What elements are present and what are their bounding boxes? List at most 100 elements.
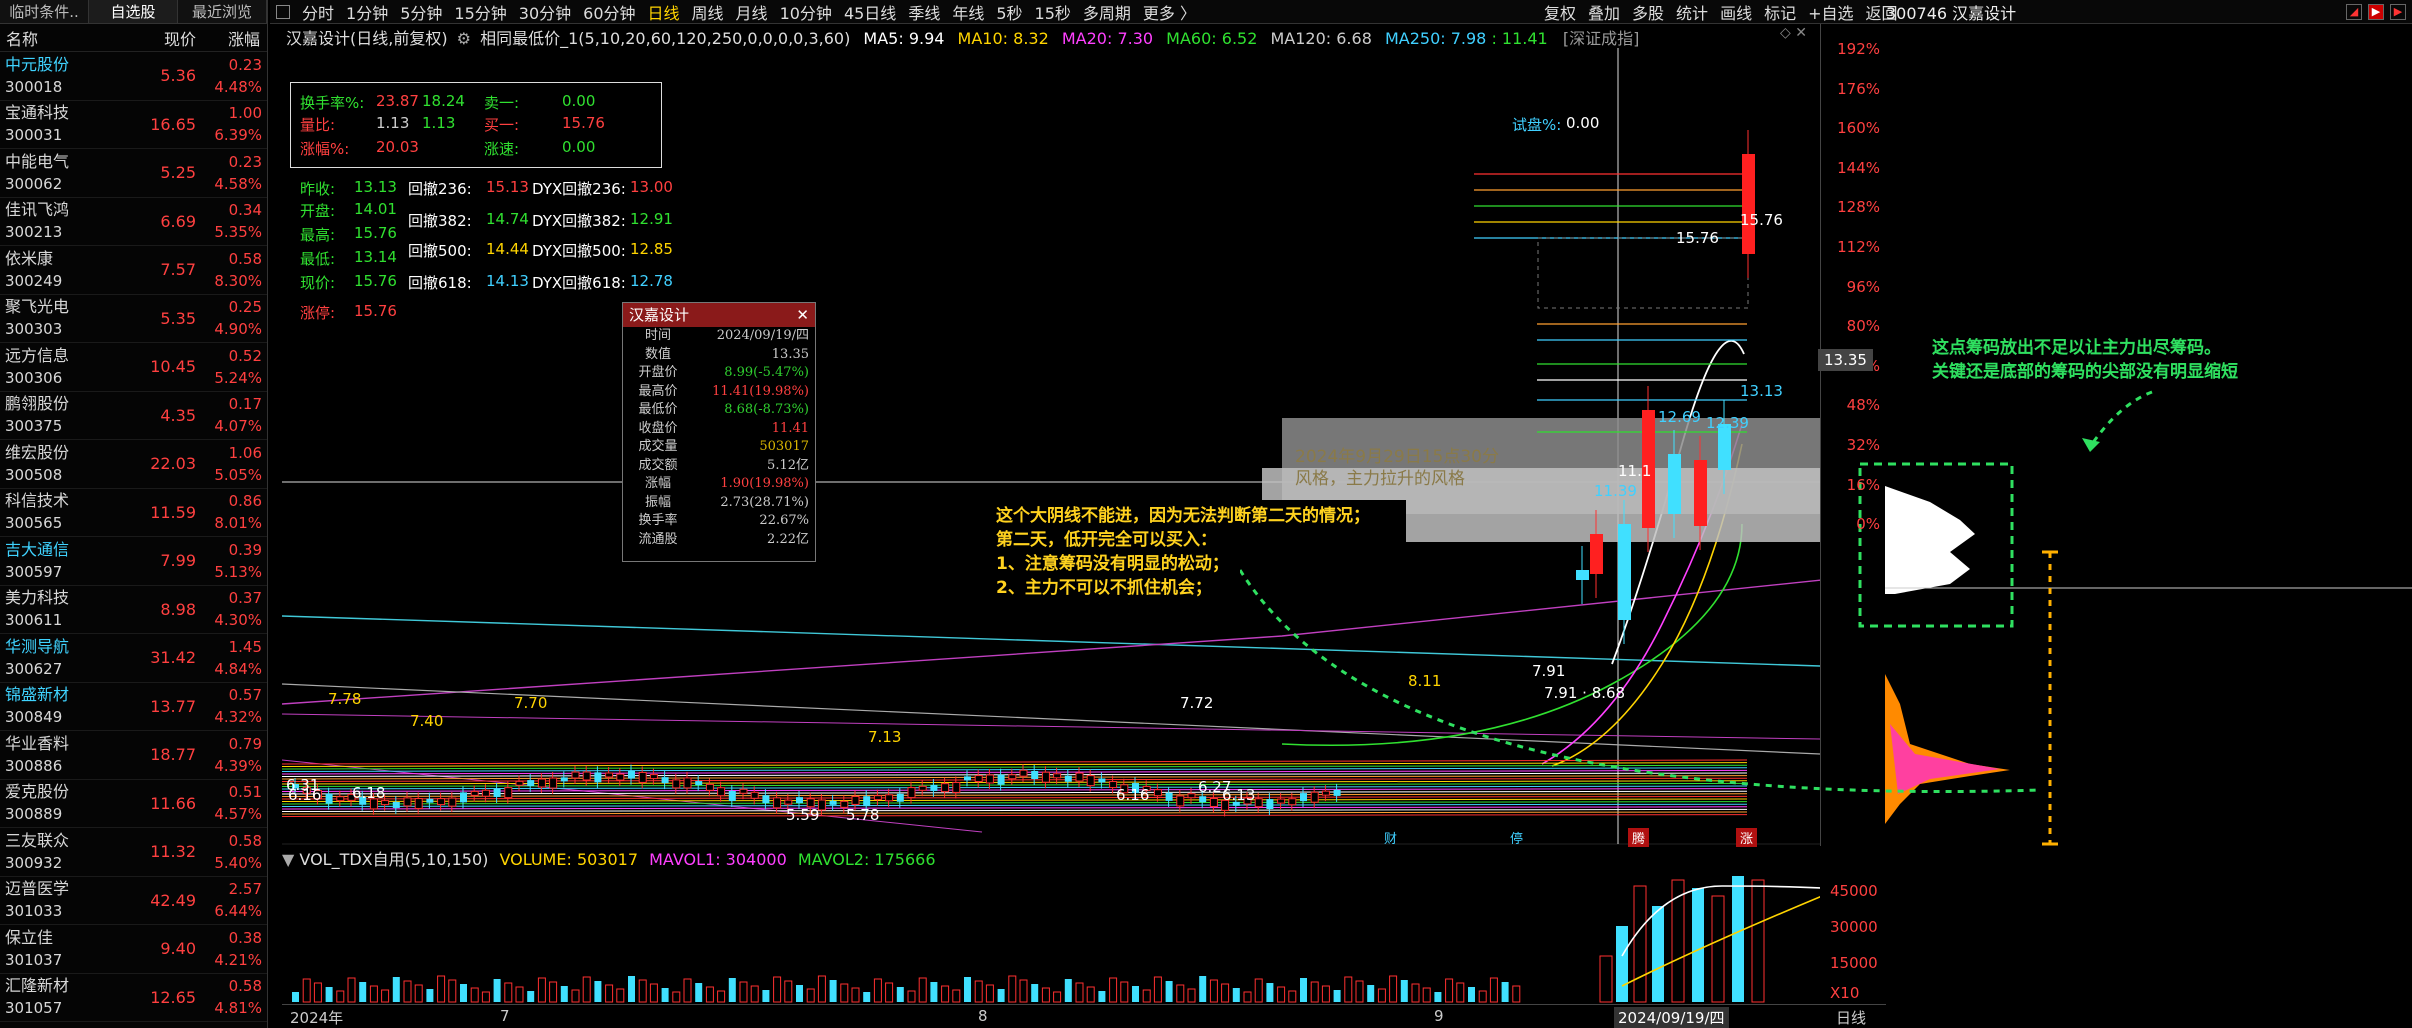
period-tab[interactable]: 45日线 — [843, 3, 897, 23]
toolbar-button[interactable]: 标记 — [1764, 3, 1797, 23]
tab-temp-condition[interactable]: 临时条件.. — [0, 0, 89, 23]
period-tab[interactable]: 分时 — [302, 3, 335, 23]
stock-row[interactable]: 宝通科技 300031 16.65 1.00 6.39% — [0, 101, 267, 149]
toolbar-button[interactable]: 多股 — [1632, 3, 1665, 23]
stock-row[interactable]: 三友联众 300932 11.32 0.58 5.40% — [0, 828, 267, 877]
gear-icon[interactable]: ⚙ — [456, 29, 472, 48]
pct-tick: 48% — [1846, 396, 1880, 415]
candle-body — [325, 793, 333, 804]
candle-body — [437, 798, 446, 806]
period-tab[interactable]: 30分钟 — [518, 3, 572, 23]
toolbar-button[interactable]: +自选 — [1808, 3, 1854, 23]
candle-body — [1109, 781, 1118, 789]
stock-row[interactable]: 科信技术 300565 11.59 0.86 8.01% — [0, 489, 267, 537]
toolbar-button[interactable]: 画线 — [1720, 3, 1753, 23]
exchange-label[interactable]: [深证成指] — [1562, 29, 1640, 48]
period-tab[interactable]: 60分钟 — [583, 3, 636, 23]
period-tab[interactable]: 周线 — [691, 3, 724, 23]
period-tab[interactable]: 15分钟 — [454, 3, 507, 23]
period-tab[interactable]: 5秒 — [996, 3, 1023, 23]
volume-bar — [964, 977, 971, 1002]
support-line — [282, 793, 1748, 797]
annotation-line-3: 1、注意筹码没有明显的松动； — [996, 554, 1229, 574]
stock-price: 12.65 — [150, 987, 196, 1007]
limit-value: 15.76 — [354, 302, 397, 320]
stock-row[interactable]: 保立佳 301037 9.40 0.38 4.21% — [0, 925, 267, 974]
stock-code: 300565 — [5, 514, 63, 533]
column-pct[interactable]: 涨幅 — [227, 29, 260, 49]
volume-bar — [1389, 975, 1398, 1003]
stock-row[interactable]: 美力科技 300611 8.98 0.37 4.30% — [0, 586, 267, 634]
candle-body — [302, 786, 311, 794]
stock-row[interactable]: 远方信息 300306 10.45 0.52 5.24% — [0, 343, 267, 392]
indicator-name[interactable]: 相同最低价_1(5,10,20,60,120,250,0,0,0,0,3,60) — [480, 29, 851, 48]
period-tab[interactable]: 更多 〉 — [1142, 3, 1197, 23]
stock-change-cell: 0.17 4.07% — [196, 393, 262, 437]
flag-icon[interactable]: ▶ — [2368, 3, 2384, 20]
period-tab[interactable]: 5分钟 — [400, 3, 443, 23]
candle-body — [1041, 771, 1050, 783]
pct-tick: 112% — [1837, 238, 1880, 256]
alert-icon[interactable]: ◢ — [2346, 3, 2362, 20]
popup-value: 2024/09/19/四 — [716, 328, 809, 343]
candle-body — [515, 780, 524, 786]
period-indicator[interactable]: 日线 — [1836, 1009, 1867, 1027]
volume-bar — [705, 986, 714, 1003]
chart-close-icon[interactable]: ◇ ✕ — [1780, 25, 1807, 41]
period-tab[interactable]: 日线 — [647, 3, 680, 23]
stock-row[interactable]: 佳讯飞鸿 300213 6.69 0.34 5.35% — [0, 198, 267, 246]
tab-favorites[interactable]: 自选股 — [89, 0, 178, 23]
stock-row[interactable]: 依米康 300249 7.57 0.58 8.30% — [0, 246, 267, 295]
stock-row[interactable]: 华业香料 300886 18.77 0.79 4.39% — [0, 731, 267, 780]
stock-change: 1.00 — [228, 104, 262, 123]
stock-row[interactable]: 中元股份 300018 5.36 0.23 4.48% — [0, 52, 267, 101]
volume-bar — [739, 981, 748, 1003]
expand-icon[interactable]: ▶ — [2390, 3, 2406, 20]
stock-list: 中元股份 300018 5.36 0.23 4.48% 宝通科技 300031 16.65 1.… — [0, 52, 267, 1022]
toolbar-button[interactable]: 返回 — [1865, 3, 1898, 23]
stock-row[interactable]: 爱克股份 300889 11.66 0.51 4.57% — [0, 780, 267, 828]
label-1141: 11.1 — [1618, 462, 1652, 480]
stock-row[interactable]: 汇隆新材 301057 12.65 0.58 4.81% — [0, 974, 267, 1022]
toolbar-button[interactable]: 统计 — [1676, 3, 1709, 23]
toolbar-button[interactable]: 叠加 — [1588, 3, 1621, 23]
stock-row[interactable]: 迈普医学 301033 42.49 2.57 6.44% — [0, 877, 267, 925]
period-tab[interactable]: 季线 — [908, 3, 941, 23]
stock-row[interactable]: 华测导航 300627 31.42 1.45 4.84% — [0, 634, 267, 683]
period-tab[interactable]: 月线 — [735, 3, 768, 23]
stock-row[interactable]: 聚飞光电 300303 5.35 0.25 4.90% — [0, 295, 267, 343]
tab-recent[interactable]: 最近浏览 — [178, 0, 267, 23]
annotation-side[interactable]: 这点筹码放出不足以让主力出尽筹码。 关键还是底部的筹码的尖部没有明显缩短 — [1932, 336, 2238, 384]
period-tab[interactable]: 10分钟 — [779, 3, 832, 23]
candle-body — [1176, 795, 1185, 807]
stock-row[interactable]: 鹏翎股份 300375 4.35 0.17 4.07% — [0, 392, 267, 440]
volume-collapse-icon[interactable]: ▼ — [282, 850, 295, 869]
popup-row: 涨幅 1.90(19.98%) — [623, 475, 815, 494]
stock-row[interactable]: 维宏股份 300508 22.03 1.06 5.05% — [0, 440, 267, 489]
volume-title[interactable]: VOL_TDX自用(5,10,150) — [299, 850, 489, 869]
layout-icon[interactable] — [276, 4, 290, 19]
stock-change: 0.58 — [228, 831, 262, 850]
stock-change: 1.45 — [228, 637, 262, 656]
candle-body — [1165, 792, 1173, 801]
annotation-main[interactable]: 这个大阴线不能进，因为无法判断第二天的情况； 第二天，低开完全可以买入： 1、注… — [990, 500, 1406, 606]
stock-price: 7.57 — [160, 260, 196, 280]
period-tab[interactable]: 多周期 — [1082, 3, 1131, 23]
label-618: 6.18 — [352, 784, 386, 802]
period-tab[interactable]: 1分钟 — [346, 3, 389, 23]
stock-row[interactable]: 锦盛新材 300849 13.77 0.57 4.32% — [0, 683, 267, 731]
kline-chart[interactable] — [282, 24, 1820, 846]
stock-price: 42.49 — [150, 890, 196, 910]
close-icon[interactable]: ✕ — [796, 306, 809, 324]
period-tab[interactable]: 年线 — [952, 3, 985, 23]
stock-row[interactable]: 中能电气 300062 5.25 0.23 4.58% — [0, 149, 267, 198]
column-price[interactable]: 现价 — [163, 29, 196, 49]
turnover-value-1: 23.87 — [376, 92, 419, 110]
period-tab[interactable]: 15秒 — [1034, 3, 1071, 23]
toolbar-button[interactable]: 复权 — [1544, 3, 1577, 23]
stock-pct: 8.01% — [214, 514, 262, 533]
stock-row[interactable]: 吉大通信 300597 7.99 0.39 5.13% — [0, 537, 267, 586]
popup-row: 收盘价 11.41 — [623, 420, 815, 439]
d500-label: DYX回撤500: — [532, 242, 626, 260]
column-name[interactable]: 名称 — [6, 29, 39, 49]
